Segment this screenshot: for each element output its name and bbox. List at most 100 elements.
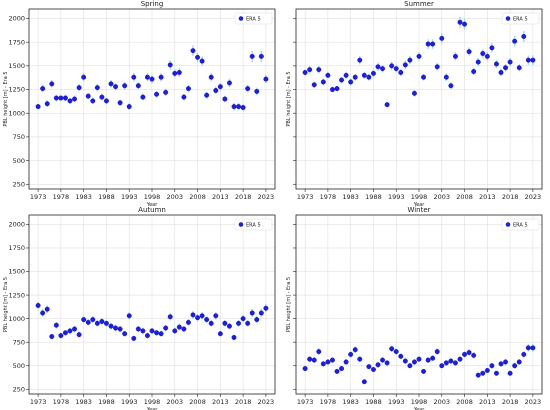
data-point — [352, 74, 358, 80]
x-tick-label: 1973 — [297, 193, 314, 201]
data-point — [357, 356, 363, 362]
data-point — [226, 80, 232, 86]
data-point — [204, 317, 210, 323]
data-point — [448, 83, 454, 89]
data-point — [462, 351, 468, 357]
data-point — [530, 345, 536, 351]
x-tick-label: 1988 — [98, 398, 115, 406]
legend-label: ERA 5 — [513, 17, 528, 23]
data-point — [311, 82, 317, 88]
data-point — [320, 361, 326, 367]
data-point — [76, 332, 82, 338]
y-tick-label: 1000 — [8, 109, 25, 117]
data-point — [302, 366, 308, 372]
data-point — [434, 64, 440, 70]
x-tick-label: 1988 — [365, 398, 382, 406]
data-point — [471, 352, 477, 358]
data-point — [126, 104, 132, 110]
data-point — [421, 74, 427, 80]
data-point — [172, 328, 178, 334]
x-tick-label: 1998 — [411, 398, 428, 406]
data-point — [475, 59, 481, 65]
data-point — [348, 79, 354, 85]
data-point — [393, 66, 399, 72]
data-point — [236, 320, 242, 326]
data-point — [393, 349, 399, 355]
data-point — [398, 353, 404, 359]
data-point — [411, 90, 417, 96]
data-point — [439, 363, 445, 369]
data-point — [402, 358, 408, 364]
data-point — [475, 372, 481, 378]
data-point — [163, 89, 169, 95]
data-point — [35, 302, 41, 308]
data-point — [452, 360, 458, 366]
data-point — [398, 70, 404, 75]
data-point — [480, 370, 486, 376]
data-point — [140, 328, 146, 334]
data-point — [484, 367, 490, 373]
panel-summer: Summer 1973 1978 1983 1988 1993 1998 2003 2008 20… — [286, 0, 543, 208]
data-point — [181, 326, 187, 332]
data-point — [407, 363, 413, 369]
x-tick-label: 2013 — [479, 398, 496, 406]
data-point — [144, 333, 150, 339]
legend-label: ERA 5 — [513, 223, 528, 229]
data-point — [357, 57, 363, 63]
x-tick-label: 1973 — [30, 193, 47, 201]
y-tick-label: 250 — [13, 385, 25, 393]
data-point — [489, 45, 495, 51]
data-point — [117, 100, 123, 106]
data-point — [236, 104, 242, 110]
data-point — [72, 326, 78, 332]
data-point — [90, 317, 96, 323]
data-point — [222, 96, 228, 102]
data-point — [384, 102, 390, 108]
x-tick-label: 2018 — [235, 398, 252, 406]
x-tick-label: 1973 — [297, 398, 314, 406]
data-point — [217, 84, 223, 90]
data-point — [452, 53, 458, 59]
data-point — [140, 94, 146, 100]
data-point — [154, 330, 160, 336]
data-point — [525, 57, 531, 63]
data-point — [443, 360, 449, 366]
legend-label: ERA 5 — [246, 17, 261, 23]
data-point — [525, 345, 531, 351]
data-point — [434, 349, 440, 355]
data-point — [181, 94, 187, 100]
data-point — [430, 355, 436, 361]
x-tick-label: 2013 — [212, 193, 229, 201]
data-point — [240, 105, 246, 110]
data-point — [521, 351, 527, 357]
data-point — [471, 69, 477, 74]
x-tick-label: 2018 — [502, 398, 519, 406]
data-point — [370, 367, 376, 372]
y-tick-label: 1500 — [8, 62, 25, 70]
legend-marker — [505, 222, 511, 227]
data-point — [375, 64, 381, 70]
data-point — [144, 74, 150, 80]
data-point — [430, 41, 436, 47]
data-point — [85, 93, 91, 99]
data-point — [343, 72, 349, 78]
x-tick-label: 2008 — [456, 398, 473, 406]
data-point — [108, 323, 114, 329]
x-tick-label: 1973 — [30, 398, 47, 406]
data-point — [316, 349, 322, 355]
data-point — [199, 313, 205, 319]
data-point — [307, 356, 313, 362]
data-point — [113, 325, 119, 331]
data-point — [81, 74, 87, 80]
data-point — [466, 49, 472, 55]
y-axis-label: PBL height [m] - Era 5 — [286, 277, 292, 332]
data-point — [44, 101, 50, 107]
data-point — [512, 38, 518, 44]
legend-marker — [238, 222, 244, 227]
y-tick-label: 1000 — [8, 315, 25, 323]
x-axis-label: Year — [413, 407, 426, 410]
data-point — [154, 91, 160, 97]
x-tick-label: 2003 — [434, 193, 451, 201]
x-tick-label: 2003 — [167, 193, 184, 201]
x-tick-label: 1983 — [342, 193, 359, 201]
